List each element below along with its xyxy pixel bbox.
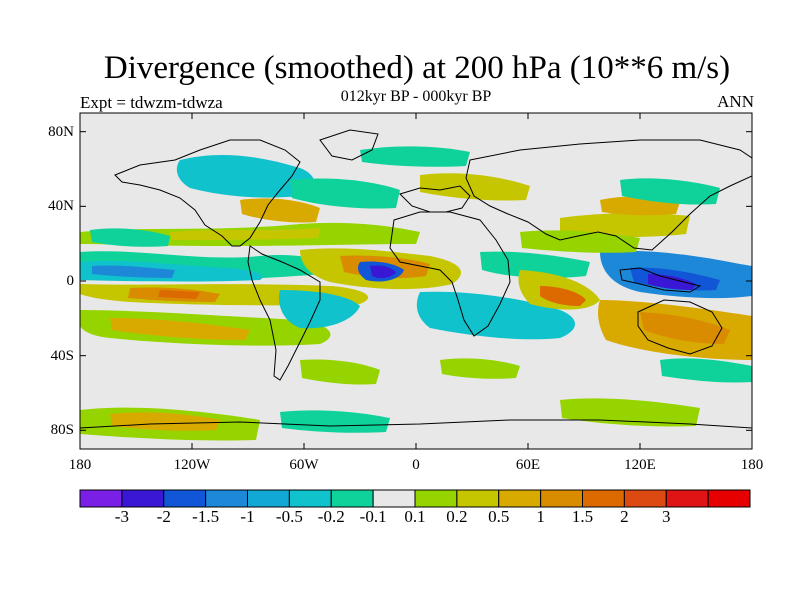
colorbar-label: 1.5 xyxy=(571,507,594,526)
lon-tick-label: 60W xyxy=(289,457,319,473)
lon-tick-label: 0 xyxy=(412,457,420,473)
colorbar-label: -0.5 xyxy=(275,507,303,526)
colorbar-label: 3 xyxy=(662,507,671,526)
lon-tick-label: 60E xyxy=(515,457,541,473)
colorbar-label: -3 xyxy=(114,507,129,526)
colorbar-box xyxy=(205,489,248,508)
colorbar-box xyxy=(163,489,207,508)
colorbar-label: 0.1 xyxy=(404,507,426,526)
plot-subtitle: 012kyr BP - 000kyr BP xyxy=(340,88,492,105)
colorbar-label: -0.1 xyxy=(359,507,387,526)
colorbar-box xyxy=(79,489,123,508)
field-layer xyxy=(80,146,752,441)
experiment-label: Expt = tdwzm-tdwza xyxy=(80,93,223,112)
lon-tick-label: 180 xyxy=(68,457,92,473)
axis-ticks xyxy=(79,113,753,449)
colorbar-label: -1 xyxy=(240,507,255,526)
colorbar-box xyxy=(707,489,751,508)
colorbar-box xyxy=(288,489,332,508)
coastlines xyxy=(80,129,752,429)
lat-tick-label: 40S xyxy=(50,347,74,364)
colorbar-box xyxy=(582,489,625,508)
colorbar-label: 1 xyxy=(536,507,545,526)
colorbar-label: -2 xyxy=(156,507,171,526)
colorbar-box xyxy=(121,489,165,508)
colorbar-box xyxy=(623,489,667,508)
colorbar-box xyxy=(247,489,290,508)
lon-tick-label: 120W xyxy=(173,457,211,473)
lat-tick-label: 40N xyxy=(48,198,74,215)
colorbar-label: -1.5 xyxy=(192,507,220,526)
plot-title: Divergence (smoothed) at 200 hPa (10**6 … xyxy=(103,50,731,86)
colorbar-box xyxy=(498,489,542,508)
colorbar-box xyxy=(540,489,583,508)
colorbar-label: 2 xyxy=(620,507,629,526)
colorbar-box xyxy=(330,489,374,508)
season-label: ANN xyxy=(717,92,754,111)
colorbar-label: 0.2 xyxy=(446,507,468,526)
colorbar-box xyxy=(456,489,500,508)
colorbar xyxy=(79,489,751,508)
colorbar-box xyxy=(372,489,416,508)
lon-tick-label: 120E xyxy=(624,457,656,473)
lat-tick-label: 80S xyxy=(50,422,74,439)
lon-tick-label: 180 xyxy=(740,457,764,473)
colorbar-label: -0.2 xyxy=(317,507,345,526)
lat-tick-label: 0 xyxy=(66,273,75,289)
colorbar-label: 0.5 xyxy=(488,507,510,526)
lat-tick-label: 80N xyxy=(48,123,74,140)
colorbar-box xyxy=(665,489,709,508)
colorbar-box xyxy=(414,489,458,508)
